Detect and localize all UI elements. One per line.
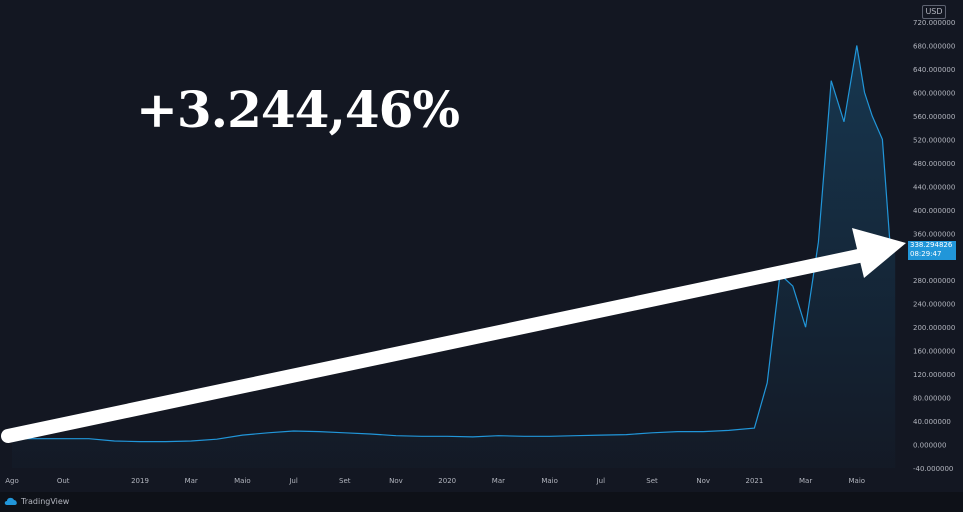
y-tick-label: 600.000000 [913, 89, 955, 97]
x-tick-label: Nov [696, 477, 710, 485]
y-tick-label: 280.000000 [913, 277, 955, 285]
y-tick-label: 560.000000 [913, 113, 955, 121]
y-tick-label: -40.000000 [913, 465, 953, 473]
y-tick-label: 120.000000 [913, 371, 955, 379]
cloud-icon [4, 497, 17, 505]
tradingview-brand[interactable]: TradingView [4, 496, 69, 506]
x-tick-label: Jul [288, 477, 298, 485]
price-area [12, 45, 896, 468]
x-tick-label: 2020 [438, 477, 456, 485]
y-tick-label: 0.000000 [913, 442, 946, 450]
y-tick-label: 400.000000 [913, 207, 955, 215]
y-tick-label: 240.000000 [913, 301, 955, 309]
x-tick-label: Mar [799, 477, 812, 485]
y-tick-label: 80.000000 [913, 395, 951, 403]
x-tick-label: Maio [234, 477, 251, 485]
x-tick-label: Out [57, 477, 70, 485]
candle-countdown: 08:29:47 [910, 250, 942, 258]
x-tick-label: Mar [185, 477, 198, 485]
x-tick-label: Maio [849, 477, 866, 485]
footer-bar: TradingView [0, 492, 963, 512]
last-price-tag: 338.294826 08:29:47 [908, 241, 956, 260]
y-tick-label: 440.000000 [913, 183, 955, 191]
x-tick-label: Maio [541, 477, 558, 485]
y-tick-label: 360.000000 [913, 230, 955, 238]
x-tick-label: 2019 [131, 477, 149, 485]
last-price-value: 338.294826 [910, 241, 953, 249]
x-tick-label: Ago [5, 477, 19, 485]
x-axis: Ago Out 2019 Mar Maio Jul Set Nov 2020 Mar Maio Jul… [5, 477, 865, 485]
y-tick-label: 160.000000 [913, 348, 955, 356]
trend-arrow [1, 228, 906, 443]
price-line [12, 45, 896, 443]
y-tick-label: 520.000000 [913, 136, 955, 144]
x-tick-label: Nov [389, 477, 403, 485]
y-tick-label: 720.000000 [913, 19, 955, 27]
x-tick-label: Jul [596, 477, 606, 485]
x-tick-label: Set [646, 477, 658, 485]
x-tick-label: Mar [492, 477, 505, 485]
y-tick-label: 200.000000 [913, 324, 955, 332]
y-tick-label: 640.000000 [913, 66, 955, 74]
x-tick-label: 2021 [745, 477, 763, 485]
y-tick-label: 680.000000 [913, 42, 955, 50]
currency-badge[interactable]: USD [922, 5, 946, 19]
brand-label: TradingView [21, 496, 70, 506]
x-tick-label: Set [339, 477, 351, 485]
gain-percentage-label: +3.244,46% [136, 80, 460, 139]
y-axis: 720.000000 680.000000 640.000000 600.000000… [913, 19, 955, 473]
y-tick-label: 40.000000 [913, 418, 951, 426]
y-tick-label: 480.000000 [913, 160, 955, 168]
